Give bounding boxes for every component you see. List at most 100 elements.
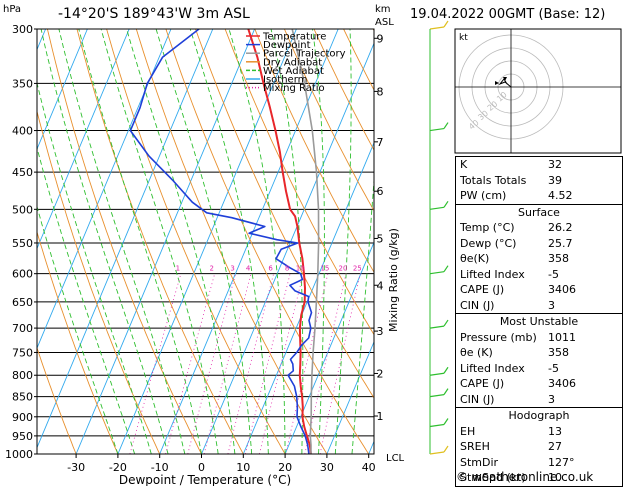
index-value: 4.52 bbox=[548, 188, 618, 204]
surface-row: Temp (°C) 26.2 bbox=[456, 220, 622, 236]
most-unstable-row: CAPE (J) 3406 bbox=[456, 376, 622, 392]
most-unstable-label: CIN (J) bbox=[460, 392, 494, 408]
km-tick-label: 3 bbox=[377, 325, 384, 338]
surface-value: 26.2 bbox=[548, 220, 618, 236]
x-tick-label: 40 bbox=[362, 461, 376, 474]
most-unstable-row: θe (K)358 bbox=[456, 345, 622, 361]
hodograph-stat-value: 13 bbox=[548, 424, 618, 440]
surface-row: Lifted Index -5 bbox=[456, 267, 622, 283]
surface-title: Surface bbox=[456, 205, 622, 221]
hodograph-stat-label: StmDir bbox=[460, 455, 498, 471]
isotherm-line bbox=[0, 29, 4, 454]
index-label: PW (cm) bbox=[460, 188, 506, 204]
surface-value: 358 bbox=[548, 251, 618, 267]
most-unstable-label: CAPE (J) bbox=[460, 376, 504, 392]
dry-adiabat bbox=[225, 29, 452, 454]
mixing-ratio-line bbox=[204, 274, 251, 454]
wind-barb bbox=[444, 123, 448, 129]
wind-barb bbox=[430, 207, 444, 209]
most-unstable-row: CIN (J) 3 bbox=[456, 392, 622, 408]
wind-barb bbox=[430, 424, 444, 426]
pressure-tick-label: 950 bbox=[12, 430, 33, 443]
pressure-tick-label: 550 bbox=[12, 237, 33, 250]
pressure-tick-label: 700 bbox=[12, 322, 33, 335]
surface-value: 3 bbox=[548, 298, 618, 314]
surface-row: CAPE (J) 3406 bbox=[456, 282, 622, 298]
wind-barb bbox=[444, 266, 448, 272]
hodograph-stat-value: 127° bbox=[548, 455, 618, 471]
surface-label: θe(K) bbox=[460, 251, 489, 267]
hpa-unit-label: hPa bbox=[3, 4, 21, 15]
km-unit-label: km bbox=[375, 4, 391, 15]
surface-label: CIN (J) bbox=[460, 298, 494, 314]
mixing-ratio-axis-title: Mixing Ratio (g/kg) bbox=[387, 228, 400, 332]
most-unstable-title: Most Unstable bbox=[456, 314, 622, 330]
pressure-tick-label: 400 bbox=[12, 125, 33, 138]
most-unstable-row: Pressure (mb)1011 bbox=[456, 330, 622, 346]
most-unstable-value: 3 bbox=[548, 392, 618, 408]
mixing-ratio-label: 25 bbox=[353, 265, 362, 273]
wet-adiabat bbox=[79, 29, 202, 454]
wind-barb bbox=[444, 389, 448, 395]
x-tick-label: -30 bbox=[67, 461, 85, 474]
mixing-ratio-label: 2 bbox=[209, 265, 213, 273]
km-tick-label: 1 bbox=[377, 410, 384, 423]
hodograph-units-label: kt bbox=[459, 33, 468, 43]
pressure-tick-label: 900 bbox=[12, 411, 33, 424]
pressure-tick-label: 600 bbox=[12, 268, 33, 281]
hodograph-frame bbox=[455, 29, 621, 153]
pressure-tick-label: 750 bbox=[12, 346, 33, 359]
wind-barb bbox=[444, 446, 448, 452]
most-unstable-value: 3406 bbox=[548, 376, 618, 392]
wind-barb bbox=[444, 418, 448, 424]
surface-row: θe(K) 358 bbox=[456, 251, 622, 267]
surface-value: 3406 bbox=[548, 282, 618, 298]
pressure-tick-label: 800 bbox=[12, 369, 33, 382]
mixing-ratio-label: 10 bbox=[296, 265, 305, 273]
x-axis-title: Dewpoint / Temperature (°C) bbox=[119, 473, 291, 486]
lcl-label: LCL bbox=[386, 453, 405, 464]
surface-label: CAPE (J) bbox=[460, 282, 504, 298]
wind-barb bbox=[430, 27, 444, 29]
asl-unit-label: ASL bbox=[375, 17, 394, 28]
wet-adiabat bbox=[59, 29, 185, 454]
wet-adiabat bbox=[25, 29, 152, 454]
hodograph-stat-label: SREH bbox=[460, 439, 490, 455]
legend-label: Mixing Ratio bbox=[263, 83, 325, 94]
index-label: Totals Totals bbox=[460, 173, 526, 189]
surface-value: -5 bbox=[548, 267, 618, 283]
wind-barb bbox=[444, 320, 448, 326]
index-value: 39 bbox=[548, 173, 618, 189]
wind-barb bbox=[430, 452, 444, 454]
x-tick-label: 30 bbox=[320, 461, 334, 474]
surface-value: 25.7 bbox=[548, 236, 618, 252]
surface-label: Temp (°C) bbox=[460, 220, 515, 236]
wet-adiabat bbox=[190, 29, 268, 454]
pressure-tick-label: 350 bbox=[12, 77, 33, 90]
most-unstable-row: Lifted Index-5 bbox=[456, 361, 622, 377]
pressure-tick-label: 500 bbox=[12, 203, 33, 216]
km-tick-label: 5 bbox=[377, 232, 384, 245]
wind-barb bbox=[430, 272, 444, 274]
most-unstable-label: Pressure (mb) bbox=[460, 330, 537, 346]
pressure-tick-label: 300 bbox=[12, 23, 33, 36]
location-title: -14°20'S 189°43'W 3m ASL bbox=[58, 6, 250, 22]
km-tick-label: 8 bbox=[377, 85, 384, 98]
km-tick-label: 7 bbox=[377, 136, 384, 149]
dry-adiabat bbox=[107, 29, 286, 454]
wet-adiabat bbox=[101, 29, 218, 454]
km-tick-label: 6 bbox=[377, 185, 384, 198]
pressure-tick-label: 450 bbox=[12, 166, 33, 179]
km-tick-label: 4 bbox=[377, 279, 384, 292]
surface-row: Dewp (°C)25.7 bbox=[456, 236, 622, 252]
km-tick-label: 2 bbox=[377, 367, 384, 380]
surface-label: Lifted Index bbox=[460, 267, 525, 283]
index-row: PW (cm) 4.52 bbox=[456, 188, 622, 204]
mixing-ratio-label: 6 bbox=[268, 265, 273, 273]
